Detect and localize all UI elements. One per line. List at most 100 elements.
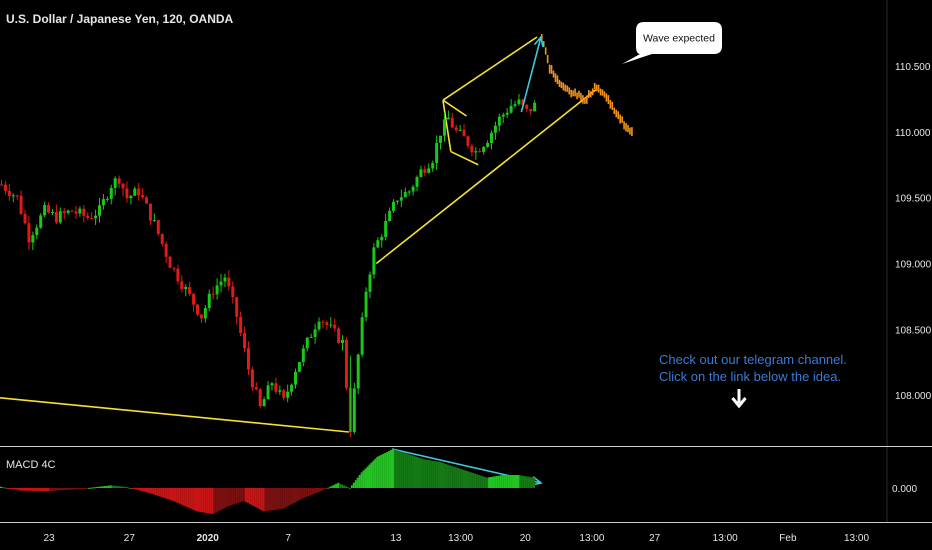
macd-bar	[476, 474, 479, 488]
impulse-arrow[interactable]	[520, 36, 542, 113]
candle-body	[66, 210, 70, 213]
macd-bar	[254, 488, 257, 508]
macd-bar	[344, 486, 347, 488]
price-axis[interactable]: 110.500 110.000 109.500 109.000 108.500 108.0…	[895, 62, 932, 402]
time-tick-label: 20	[520, 533, 532, 544]
macd-bar	[154, 488, 157, 496]
macd-bar	[262, 488, 265, 512]
projection-bar	[619, 114, 621, 124]
candle-body	[258, 389, 262, 407]
macd-bar	[47, 488, 50, 492]
candle-body	[403, 191, 407, 198]
candle-body	[341, 339, 345, 343]
macd-bar	[415, 456, 418, 488]
macd-bar	[393, 449, 396, 488]
macd-bar	[68, 488, 71, 490]
candle-body	[270, 383, 274, 386]
projection-bar	[607, 95, 610, 104]
macd-bar	[341, 484, 344, 488]
projection-bar	[582, 95, 584, 104]
projection-bar	[595, 84, 598, 92]
down-arrow-icon	[731, 389, 747, 409]
macd-bar	[352, 482, 355, 488]
candle-body	[321, 321, 325, 323]
macd-zero-label: 0.000	[892, 484, 917, 495]
macd-bar	[76, 488, 79, 490]
candle-body	[196, 304, 199, 315]
candle-body	[148, 203, 152, 221]
candle-body	[439, 135, 443, 143]
flag-left[interactable]	[442, 100, 452, 152]
macd-bar	[474, 473, 477, 488]
macd-bar	[301, 488, 304, 499]
candle-body	[101, 199, 105, 206]
candle-body	[388, 210, 392, 221]
candle-body	[525, 104, 529, 110]
time-tick-label: 13:00	[713, 533, 738, 544]
impulse-arrow-head	[533, 35, 544, 47]
macd-bar	[509, 475, 512, 488]
time-tick-label: 13:00	[448, 533, 473, 544]
macd-bar	[117, 486, 120, 488]
macd-bar	[319, 488, 322, 492]
candle-body	[505, 112, 509, 115]
channel-lower[interactable]	[375, 89, 597, 265]
support-line-low[interactable]	[0, 396, 349, 433]
macd-bar	[125, 486, 128, 488]
flag-lower[interactable]	[450, 150, 479, 166]
macd-bar	[311, 488, 314, 495]
projection-bar	[609, 99, 612, 109]
projection-bar	[554, 73, 557, 83]
candle-body	[27, 223, 31, 243]
macd-bar	[372, 460, 375, 488]
candle-body	[509, 105, 513, 113]
macd-bar	[92, 487, 95, 489]
macd-bar	[413, 456, 416, 488]
macd-bar	[303, 488, 306, 498]
flag-upper[interactable]	[442, 99, 467, 117]
candle-body	[364, 291, 368, 318]
channel-upper[interactable]	[442, 36, 538, 101]
projection-bar	[566, 85, 569, 92]
macd-bar	[360, 472, 363, 488]
projection-bar	[576, 92, 578, 100]
macd-bar	[131, 488, 134, 489]
candle-body	[82, 208, 86, 216]
macd-bar	[384, 452, 387, 488]
candle-body	[313, 329, 317, 337]
macd-bar	[194, 488, 197, 511]
candle-body	[301, 348, 305, 363]
macd-bar	[166, 488, 169, 500]
macd-bar	[174, 488, 177, 502]
macd-bar	[405, 453, 408, 488]
candle-body	[58, 211, 62, 223]
chart-title: U.S. Dollar / Japanese Yen, 120, OANDA	[6, 12, 234, 26]
macd-bar	[464, 470, 467, 488]
macd-bar	[460, 469, 463, 488]
macd-bar	[19, 488, 22, 491]
macd-bar	[27, 488, 30, 491]
macd-bar	[113, 485, 116, 488]
macd-bar	[429, 460, 432, 488]
macd-bar	[411, 455, 414, 488]
time-tick-label: 2020	[197, 533, 220, 544]
macd-bar	[427, 460, 430, 488]
candle-body	[294, 371, 297, 385]
macd-bar	[395, 450, 398, 488]
macd-bar	[323, 488, 326, 490]
wave-expected-callout[interactable]: Wave expected	[622, 22, 722, 64]
macd-bar	[370, 462, 373, 488]
macd-bar	[105, 485, 108, 488]
candle-body	[235, 297, 239, 317]
trendlines-layer	[0, 36, 597, 433]
macd-bar	[407, 454, 410, 488]
candle-body	[352, 388, 356, 433]
projection-bar	[574, 88, 576, 97]
candle-body	[211, 293, 215, 295]
time-axis[interactable]: 23 27 2020 7 13 13:00 20 13:00 27 13:00 Feb 13:00	[43, 533, 869, 544]
macd-bar	[392, 449, 394, 488]
macd-bar	[203, 488, 206, 513]
candle-body	[145, 197, 149, 204]
macd-bar	[276, 488, 279, 510]
